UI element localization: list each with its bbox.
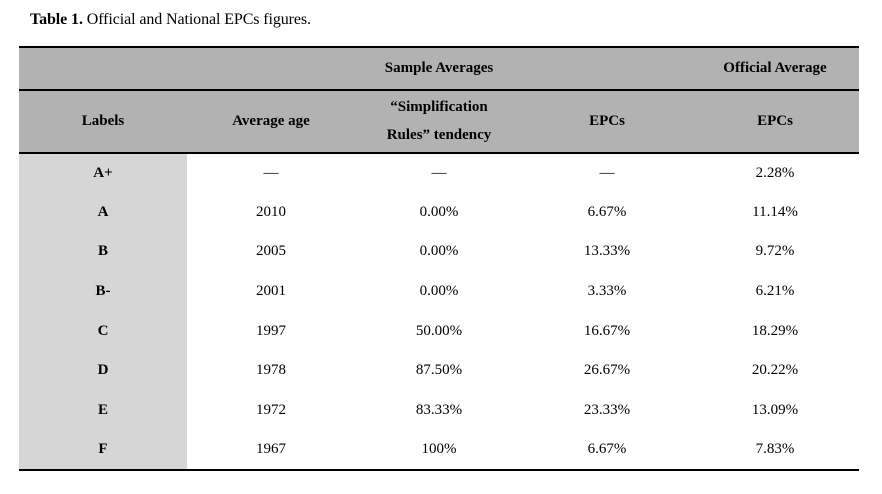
row-label: A xyxy=(19,192,187,233)
cell-average-age: 2001 xyxy=(187,271,355,312)
cell-official-epcs: 18.29% xyxy=(691,311,859,351)
cell-sample-epcs: 13.33% xyxy=(523,232,691,272)
row-label: F xyxy=(19,430,187,471)
cell-sample-epcs: 26.67% xyxy=(523,350,691,391)
cell-simplification-rules-tendency: 50.00% xyxy=(355,311,523,351)
group-header-sample-averages: Sample Averages xyxy=(187,46,691,91)
row-label: E xyxy=(19,390,187,431)
column-header-row: Labels Average age “Simplification Rules… xyxy=(19,90,859,154)
table-row: B 2005 0.00% 13.33% 9.72% xyxy=(19,232,859,272)
row-label: B xyxy=(19,232,187,272)
cell-official-epcs: 9.72% xyxy=(691,232,859,272)
cell-average-age: — xyxy=(187,153,355,193)
table-body: A+ — — — 2.28% A 2010 0.00% 6.67% 11.14%… xyxy=(19,153,859,471)
table-row: F 1967 100% 6.67% 7.83% xyxy=(19,430,859,471)
group-header-empty xyxy=(19,46,187,91)
table-row: C 1997 50.00% 16.67% 18.29% xyxy=(19,311,859,351)
cell-official-epcs: 20.22% xyxy=(691,350,859,391)
cell-average-age: 1997 xyxy=(187,311,355,351)
table-row: D 1978 87.50% 26.67% 20.22% xyxy=(19,350,859,391)
cell-official-epcs: 11.14% xyxy=(691,192,859,233)
col-header-sample-epcs: EPCs xyxy=(523,90,691,154)
table-row: A+ — — — 2.28% xyxy=(19,153,859,193)
row-label: B- xyxy=(19,271,187,312)
cell-official-epcs: 2.28% xyxy=(691,153,859,193)
cell-average-age: 1967 xyxy=(187,430,355,471)
group-header-official-average: Official Average xyxy=(691,46,859,91)
row-label: C xyxy=(19,311,187,351)
table-row: A 2010 0.00% 6.67% 11.14% xyxy=(19,192,859,233)
cell-official-epcs: 7.83% xyxy=(691,430,859,471)
cell-official-epcs: 13.09% xyxy=(691,390,859,431)
cell-sample-epcs: — xyxy=(523,153,691,193)
cell-simplification-rules-tendency: 0.00% xyxy=(355,232,523,272)
cell-average-age: 2010 xyxy=(187,192,355,233)
cell-sample-epcs: 6.67% xyxy=(523,430,691,471)
cell-sample-epcs: 23.33% xyxy=(523,390,691,431)
cell-simplification-rules-tendency: — xyxy=(355,153,523,193)
cell-average-age: 1978 xyxy=(187,350,355,391)
caption-label: Table 1. xyxy=(30,11,83,28)
row-label: A+ xyxy=(19,153,187,193)
cell-sample-epcs: 6.67% xyxy=(523,192,691,233)
table-row: E 1972 83.33% 23.33% 13.09% xyxy=(19,390,859,431)
table-header: Sample Averages Official Average Labels … xyxy=(19,46,859,154)
cell-simplification-rules-tendency: 83.33% xyxy=(355,390,523,431)
cell-simplification-rules-tendency: 100% xyxy=(355,430,523,471)
cell-simplification-rules-tendency: 0.00% xyxy=(355,192,523,233)
epcs-table: Sample Averages Official Average Labels … xyxy=(19,46,859,471)
cell-simplification-rules-tendency: 87.50% xyxy=(355,350,523,391)
caption-text: Official and National EPCs figures. xyxy=(86,11,311,28)
row-label: D xyxy=(19,350,187,391)
cell-average-age: 1972 xyxy=(187,390,355,431)
col-header-simplification-rules-tendency: “Simplification Rules” tendency xyxy=(355,90,523,154)
table-row: B- 2001 0.00% 3.33% 6.21% xyxy=(19,271,859,312)
col-header-official-epcs: EPCs xyxy=(691,90,859,154)
cell-average-age: 2005 xyxy=(187,232,355,272)
cell-simplification-rules-tendency: 0.00% xyxy=(355,271,523,312)
col-header-labels: Labels xyxy=(19,90,187,154)
cell-official-epcs: 6.21% xyxy=(691,271,859,312)
group-header-row: Sample Averages Official Average xyxy=(19,46,859,91)
cell-sample-epcs: 3.33% xyxy=(523,271,691,312)
cell-sample-epcs: 16.67% xyxy=(523,311,691,351)
col-header-average-age: Average age xyxy=(187,90,355,154)
table-caption: Table 1. Official and National EPCs figu… xyxy=(30,11,311,29)
